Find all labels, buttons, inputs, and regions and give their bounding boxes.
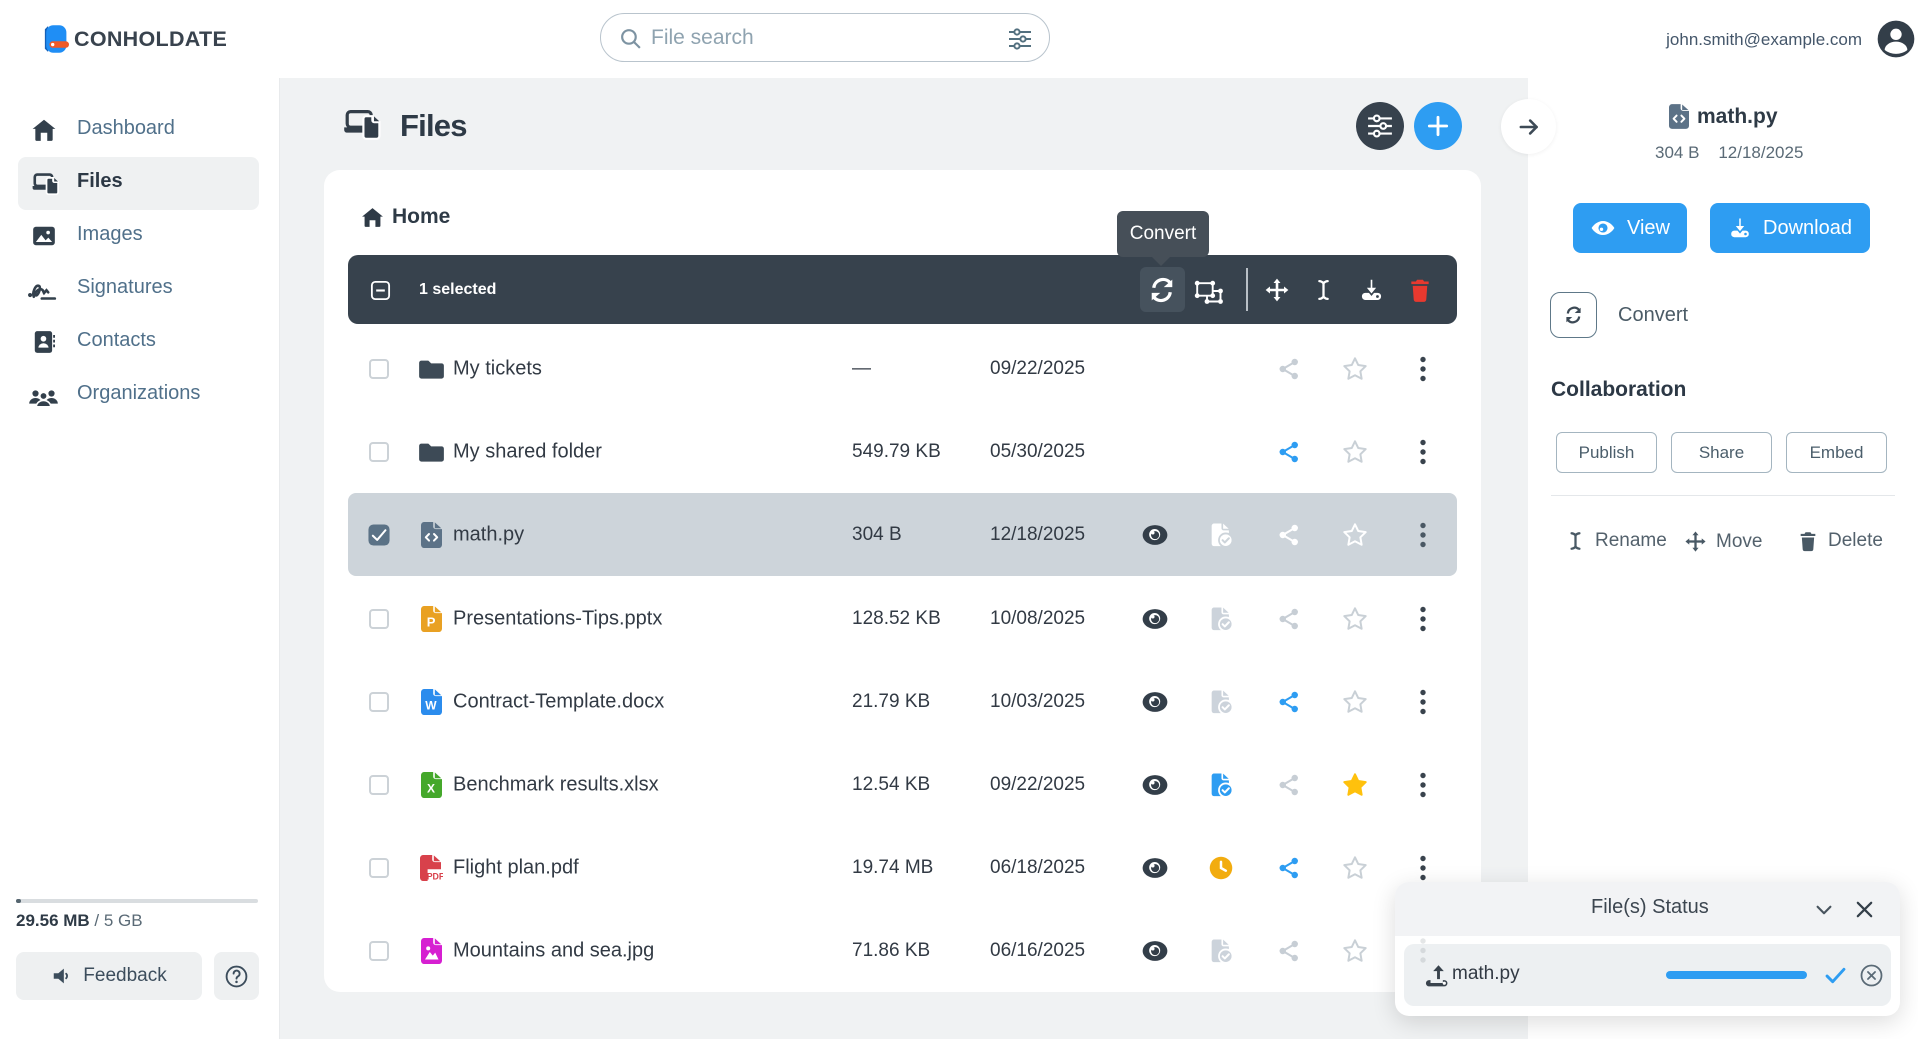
svg-text:PDF: PDF (427, 871, 443, 881)
svg-text:P: P (427, 614, 436, 629)
svg-text:X: X (427, 781, 435, 795)
svg-text:W: W (425, 698, 437, 712)
